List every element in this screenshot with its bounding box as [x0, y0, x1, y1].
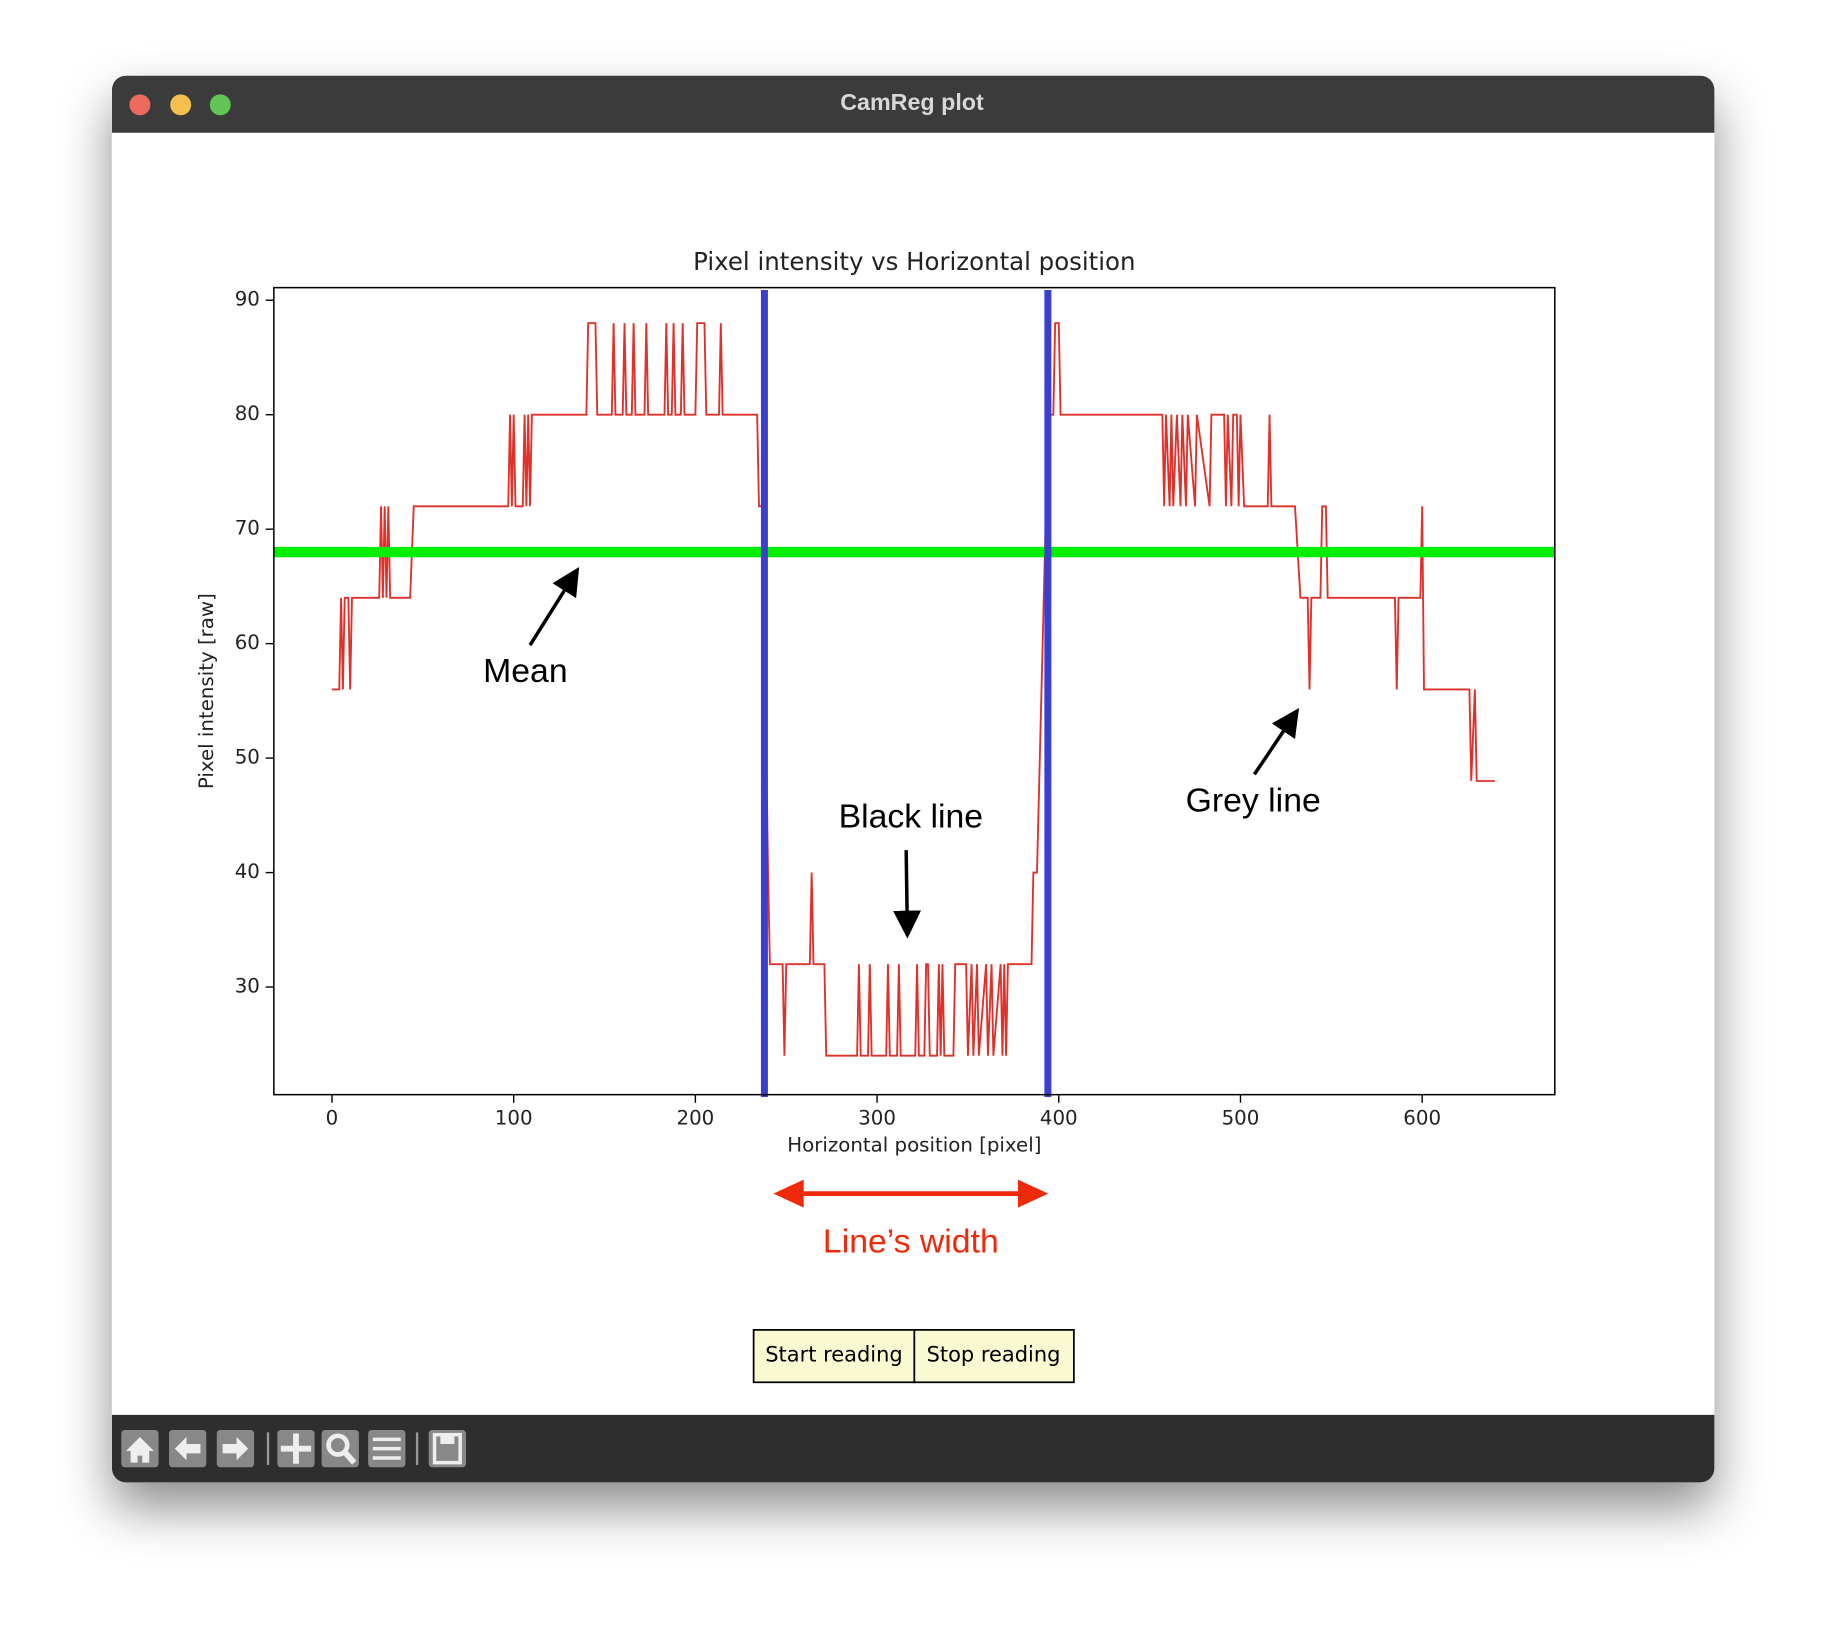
- chart-title: Pixel intensity vs Horizontal position: [693, 247, 1135, 276]
- x-tick-label: 300: [858, 1107, 896, 1130]
- y-tick-label: 90: [235, 288, 260, 311]
- stop-button-label[interactable]: Stop reading: [927, 1343, 1061, 1367]
- plot-frame: [273, 286, 1556, 1096]
- y-tick-label: 40: [235, 860, 260, 883]
- zoom-button[interactable]: [209, 94, 231, 116]
- x-tick-label: 500: [1222, 1107, 1260, 1130]
- window-title: CamReg plot: [840, 89, 984, 115]
- y-tick-label: 60: [235, 631, 260, 654]
- intensity-line: [331, 322, 1495, 1057]
- close-button[interactable]: [129, 94, 151, 116]
- home-button[interactable]: [121, 1430, 159, 1468]
- width-arrow-head: [773, 1179, 804, 1208]
- width-arrow-head: [1017, 1179, 1049, 1208]
- y-tick-label: 80: [235, 402, 260, 425]
- stop-button[interactable]: [913, 1329, 1075, 1384]
- x-tick-label: 200: [676, 1107, 714, 1130]
- y-tick-label: 70: [235, 517, 260, 540]
- chart: Pixel intensity vs Horizontal position 0 1…: [195, 247, 1556, 1261]
- start-button-label[interactable]: Start reading: [765, 1343, 902, 1367]
- y-tick-label: 50: [235, 746, 260, 769]
- x-tick-label: 400: [1040, 1107, 1078, 1130]
- annotation-arrow: [1252, 708, 1300, 776]
- annotation-arrow: [893, 850, 922, 939]
- zoom-tool-button[interactable]: [321, 1430, 359, 1468]
- toolbar: [111, 1414, 1715, 1483]
- back-button[interactable]: [169, 1430, 207, 1468]
- annotation: Line’s width: [823, 1223, 999, 1261]
- pan-button[interactable]: [277, 1430, 315, 1468]
- forward-button[interactable]: [216, 1430, 255, 1468]
- title-bar: [111, 75, 1715, 133]
- x-tick-label: 600: [1403, 1107, 1441, 1130]
- configure-button[interactable]: [368, 1430, 406, 1468]
- window: [111, 75, 1715, 1483]
- x-axis-label: Horizontal position [pixel]: [787, 1133, 1041, 1156]
- save-button[interactable]: [428, 1430, 466, 1468]
- x-tick-label: 0: [326, 1107, 339, 1130]
- annotation: Black line: [839, 798, 984, 836]
- annotation: Grey line: [1186, 781, 1321, 819]
- annotation: Mean: [483, 652, 567, 690]
- y-tick-label: 30: [235, 975, 260, 998]
- minimize-button[interactable]: [170, 94, 192, 116]
- annotation-arrow: [528, 567, 580, 647]
- x-tick-label: 100: [495, 1107, 533, 1130]
- y-axis-label: Pixel intensity [raw]: [195, 593, 218, 789]
